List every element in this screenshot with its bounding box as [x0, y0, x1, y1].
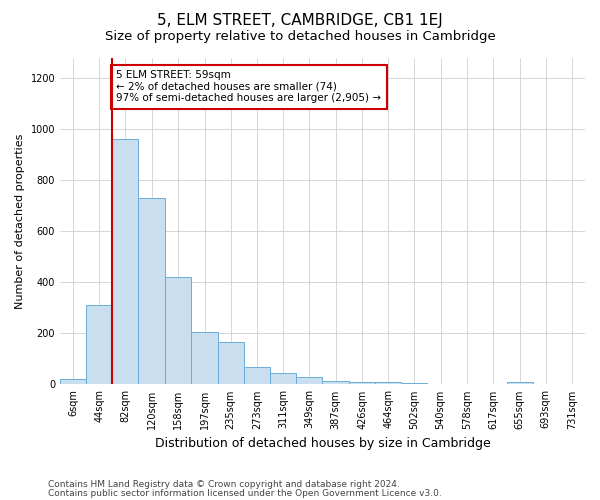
Bar — [86, 306, 112, 384]
Text: Contains HM Land Registry data © Crown copyright and database right 2024.: Contains HM Land Registry data © Crown c… — [48, 480, 400, 489]
Bar — [60, 380, 86, 384]
Bar — [270, 373, 296, 384]
X-axis label: Distribution of detached houses by size in Cambridge: Distribution of detached houses by size … — [155, 437, 490, 450]
Bar — [296, 377, 322, 384]
Bar — [375, 382, 401, 384]
Bar — [401, 383, 427, 384]
Text: 5 ELM STREET: 59sqm
← 2% of detached houses are smaller (74)
97% of semi-detache: 5 ELM STREET: 59sqm ← 2% of detached hou… — [116, 70, 382, 104]
Bar — [322, 380, 349, 384]
Text: Size of property relative to detached houses in Cambridge: Size of property relative to detached ho… — [104, 30, 496, 43]
Text: Contains public sector information licensed under the Open Government Licence v3: Contains public sector information licen… — [48, 488, 442, 498]
Bar — [112, 139, 139, 384]
Bar — [506, 382, 533, 384]
Bar — [244, 366, 270, 384]
Bar — [349, 382, 375, 384]
Bar — [164, 277, 191, 384]
Text: 5, ELM STREET, CAMBRIDGE, CB1 1EJ: 5, ELM STREET, CAMBRIDGE, CB1 1EJ — [157, 12, 443, 28]
Bar — [191, 332, 218, 384]
Bar — [139, 198, 164, 384]
Y-axis label: Number of detached properties: Number of detached properties — [15, 134, 25, 308]
Bar — [218, 342, 244, 384]
